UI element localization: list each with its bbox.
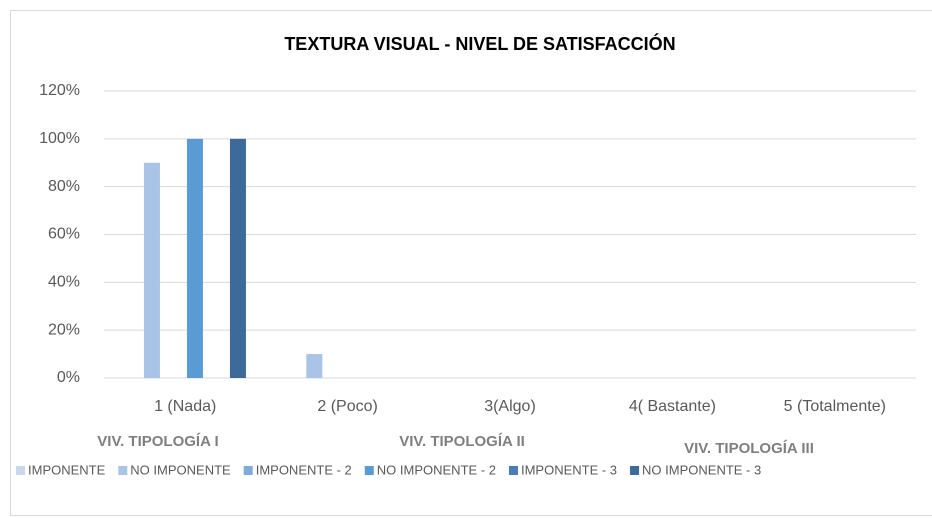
annotation: VIV. TIPOLOGÍA I xyxy=(97,433,218,450)
legend-swatch xyxy=(508,466,518,475)
x-tick-label: 3(Algo) xyxy=(484,398,536,415)
legend-label: IMPONENTE xyxy=(28,462,106,477)
legend-label: NO IMPONENTE xyxy=(130,462,231,477)
chart-title: TEXTURA VISUAL - NIVEL DE SATISFACCIÓN xyxy=(284,33,675,54)
legend-swatch xyxy=(118,466,128,475)
y-tick-label: 120% xyxy=(39,82,80,99)
y-tick-label: 0% xyxy=(57,369,80,386)
x-tick-label: 2 (Poco) xyxy=(317,398,377,415)
legend-swatch xyxy=(16,466,25,475)
chart-border xyxy=(10,10,932,516)
x-tick-label: 4( Bastante) xyxy=(629,398,716,415)
bar xyxy=(143,162,160,378)
legend-swatch xyxy=(243,466,253,475)
y-tick-label: 40% xyxy=(48,274,80,291)
bar xyxy=(186,138,203,378)
bar xyxy=(229,138,246,378)
bar xyxy=(306,354,323,378)
legend-label: NO IMPONENTE - 3 xyxy=(642,462,761,477)
legend-label: IMPONENTE - 3 xyxy=(521,462,617,477)
legend-label: IMPONENTE - 2 xyxy=(256,462,352,477)
legend-label: NO IMPONENTE - 2 xyxy=(377,462,496,477)
y-tick-label: 100% xyxy=(39,130,80,147)
annotation: VIV. TIPOLOGÍA II xyxy=(399,433,525,450)
legend-swatch xyxy=(630,466,640,475)
y-tick-label: 80% xyxy=(48,178,80,195)
annotation: VIV. TIPOLOGÍA III xyxy=(684,440,814,457)
legend-swatch xyxy=(364,466,374,475)
x-tick-label: 5 (Totalmente) xyxy=(784,398,886,415)
x-tick-label: 1 (Nada) xyxy=(154,398,216,415)
y-tick-label: 60% xyxy=(48,226,80,243)
y-tick-label: 20% xyxy=(48,321,80,338)
